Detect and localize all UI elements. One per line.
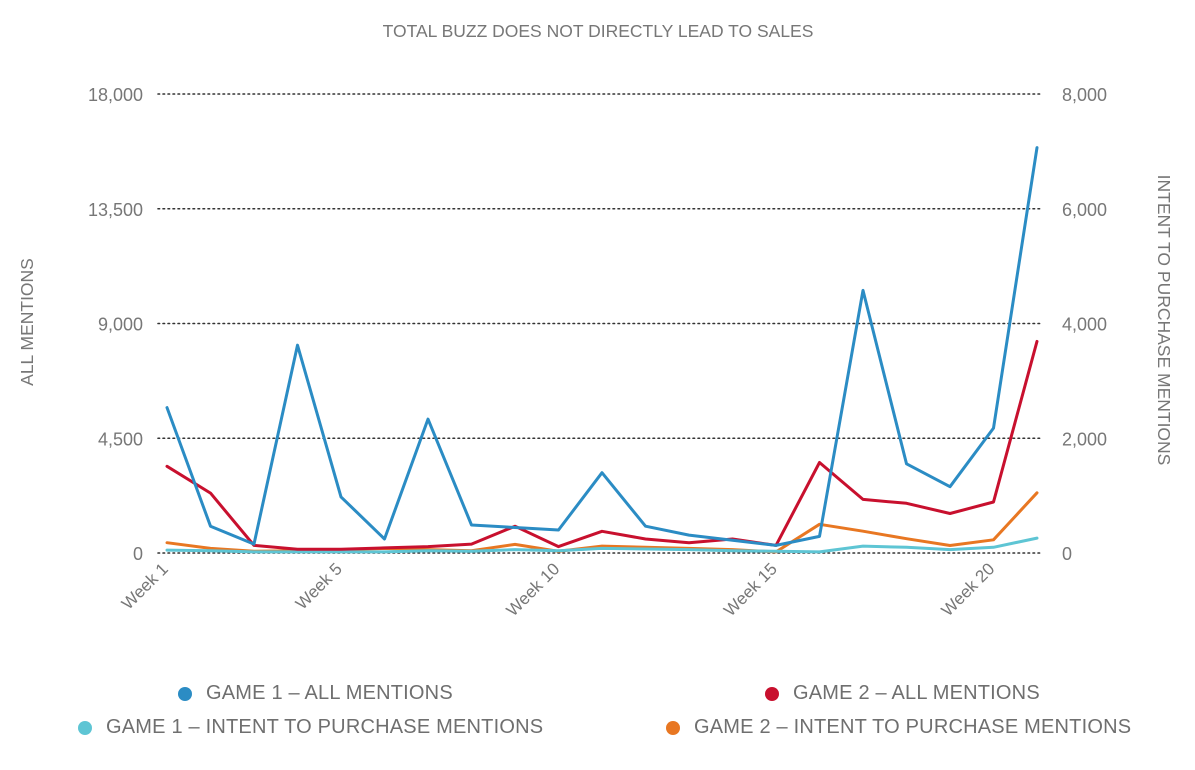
legend-label-game2-all: GAME 2 – ALL MENTIONS — [793, 682, 1040, 704]
right-tick-label: 6,000 — [1062, 200, 1107, 220]
x-tick-label: Week 15 — [720, 559, 781, 620]
series-line-3 — [165, 491, 1039, 554]
left-axis-ticks: 0 4,500 9,000 13,500 18,000 — [88, 85, 143, 564]
x-tick-label: Week 1 — [118, 559, 172, 613]
left-tick-label: 4,500 — [98, 429, 143, 449]
legend-label-game2-intent: GAME 2 – INTENT TO PURCHASE MENTIONS — [694, 716, 1132, 738]
right-tick-label: 4,000 — [1062, 315, 1107, 335]
series-line-1 — [165, 339, 1039, 551]
series-line-2 — [165, 536, 1039, 554]
right-tick-label: 2,000 — [1062, 429, 1107, 449]
legend-label-game1-intent: GAME 1 – INTENT TO PURCHASE MENTIONS — [106, 716, 544, 738]
legend-item-game1-all: GAME 1 – ALL MENTIONS — [178, 682, 453, 705]
legend-marker-game2-all — [765, 686, 779, 701]
right-tick-label: 0 — [1062, 544, 1072, 564]
right-axis-ticks: 0 2,000 4,000 6,000 8,000 — [1062, 85, 1107, 564]
left-tick-label: 9,000 — [98, 315, 143, 335]
x-tick-label: Week 10 — [503, 559, 564, 620]
left-tick-label: 0 — [133, 544, 143, 564]
legend-item-game2-intent: GAME 2 – INTENT TO PURCHASE MENTIONS — [666, 716, 1131, 739]
x-tick-label: Week 5 — [292, 559, 346, 613]
legend-item-game2-all: GAME 2 – ALL MENTIONS — [765, 682, 1040, 705]
right-axis-label: INTENT TO PURCHASE MENTIONS — [1154, 175, 1174, 466]
x-tick-label: Week 20 — [938, 559, 999, 620]
legend-marker-game2-intent — [666, 720, 680, 735]
x-axis-ticks: Week 1 Week 5 Week 10 Week 15 Week 20 — [118, 559, 998, 620]
left-tick-label: 18,000 — [88, 85, 143, 105]
legend-item-game1-intent: GAME 1 – INTENT TO PURCHASE MENTIONS — [78, 716, 543, 739]
series-lines — [165, 146, 1039, 554]
left-tick-label: 13,500 — [88, 200, 143, 220]
right-tick-label: 8,000 — [1062, 85, 1107, 105]
series-line-0 — [165, 146, 1039, 547]
chart-title: TOTAL BUZZ DOES NOT DIRECTLY LEAD TO SAL… — [383, 21, 814, 41]
legend-marker-game1-intent — [78, 720, 92, 735]
chart-legend: GAME 1 – ALL MENTIONS GAME 2 – ALL MENTI… — [0, 678, 1195, 758]
grid-lines — [157, 93, 1041, 554]
left-axis-label: ALL MENTIONS — [17, 258, 37, 386]
legend-label-game1-all: GAME 1 – ALL MENTIONS — [206, 682, 453, 704]
legend-marker-game1-all — [178, 686, 192, 701]
